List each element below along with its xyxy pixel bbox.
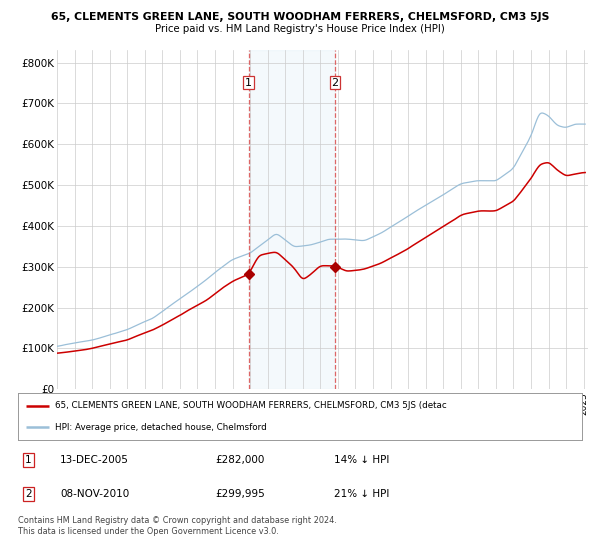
Text: 08-NOV-2010: 08-NOV-2010: [60, 489, 130, 499]
Bar: [248, 50, 335, 389]
Text: HPI: Average price, detached house, Chelmsford: HPI: Average price, detached house, Chel…: [55, 423, 266, 432]
Text: 1: 1: [245, 78, 252, 87]
Text: Contains HM Land Registry data © Crown copyright and database right 2024.
This d: Contains HM Land Registry data © Crown c…: [18, 516, 337, 536]
Text: £299,995: £299,995: [215, 489, 265, 499]
Text: 65, CLEMENTS GREEN LANE, SOUTH WOODHAM FERRERS, CHELMSFORD, CM3 5JS (detac: 65, CLEMENTS GREEN LANE, SOUTH WOODHAM F…: [55, 401, 446, 410]
Text: 21% ↓ HPI: 21% ↓ HPI: [334, 489, 389, 499]
Text: Price paid vs. HM Land Registry's House Price Index (HPI): Price paid vs. HM Land Registry's House …: [155, 24, 445, 34]
Text: 2: 2: [331, 78, 338, 87]
Text: 1: 1: [25, 455, 31, 465]
Text: 14% ↓ HPI: 14% ↓ HPI: [334, 455, 389, 465]
Text: 65, CLEMENTS GREEN LANE, SOUTH WOODHAM FERRERS, CHELMSFORD, CM3 5JS: 65, CLEMENTS GREEN LANE, SOUTH WOODHAM F…: [51, 12, 549, 22]
Text: £282,000: £282,000: [215, 455, 265, 465]
Text: 13-DEC-2005: 13-DEC-2005: [60, 455, 129, 465]
Text: 2: 2: [25, 489, 31, 499]
